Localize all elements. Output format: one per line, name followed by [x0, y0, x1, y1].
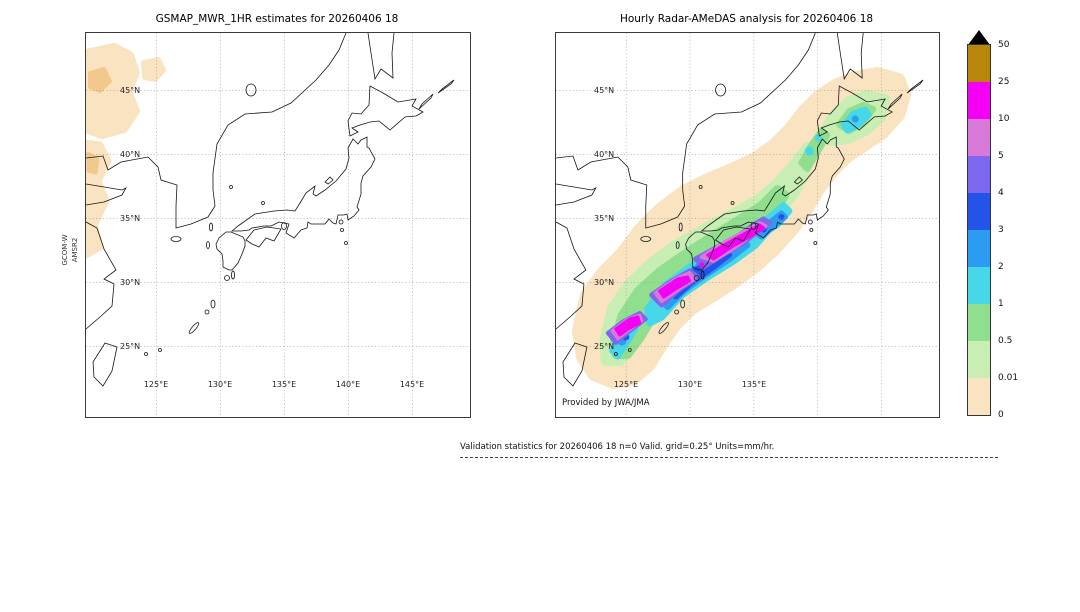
colorbar-cell — [968, 193, 990, 230]
graticule — [86, 33, 470, 417]
right-map-title: Hourly Radar-AMeDAS analysis for 2026040… — [619, 13, 874, 25]
colorbar-tick: 50 — [998, 40, 1010, 50]
colorbar-tick: 25 — [998, 77, 1010, 87]
gsmap-estimates-map: 45°N 40°N 35°N 30°N 25°N 125°E 130°E 135… — [85, 32, 471, 418]
colorbar-cell — [968, 119, 990, 156]
right-map-canvas — [556, 33, 939, 417]
lon-label: 125°E — [143, 380, 169, 389]
lon-label: 130°E — [207, 380, 233, 389]
satellite-label: GCOM-W AMSR2 — [60, 215, 80, 285]
satellite-label-line1: GCOM-W — [61, 234, 69, 266]
lat-label: 25°N — [120, 342, 141, 351]
satellite-label-line2: AMSR2 — [71, 237, 79, 263]
lon-label: 125°E — [613, 380, 639, 389]
colorbar-tick: 5 — [998, 151, 1004, 161]
colorbar-cell — [968, 45, 990, 82]
lat-label: 40°N — [594, 150, 615, 159]
lon-label: 135°E — [271, 380, 297, 389]
colorbar-cell — [968, 341, 990, 378]
colorbar: 50 25 10 5 4 3 2 1 0.5 0.01 0 — [967, 30, 1080, 422]
colorbar-tick: 10 — [998, 114, 1010, 124]
validation-statistics-text: Validation statistics for 20260406 18 n=… — [460, 442, 998, 458]
radar-amedas-map: 45°N 40°N 35°N 30°N 25°N 125°E 130°E 135… — [555, 32, 940, 418]
lat-label: 35°N — [594, 214, 615, 223]
lat-label: 40°N — [120, 150, 141, 159]
colorbar-tick: 0.5 — [998, 336, 1013, 346]
coastline — [86, 33, 455, 387]
data-credit: Provided by JWA/JMA — [562, 398, 650, 408]
lon-label: 130°E — [677, 380, 703, 389]
colorbar-overflow-triangle — [968, 30, 990, 45]
lat-label: 30°N — [120, 278, 141, 287]
left-map-canvas — [86, 33, 470, 417]
lat-label: 30°N — [594, 278, 615, 287]
colorbar-cell — [968, 267, 990, 304]
colorbar-tick: 2 — [998, 262, 1004, 272]
lat-label: 25°N — [594, 342, 615, 351]
lat-label: 35°N — [120, 214, 141, 223]
colorbar-cell — [968, 230, 990, 267]
lat-label: 45°N — [120, 86, 141, 95]
colorbar-tick: 0 — [998, 410, 1004, 420]
colorbar-tick: 3 — [998, 225, 1004, 235]
colorbar-cells — [967, 44, 991, 416]
lat-label: 45°N — [594, 86, 615, 95]
colorbar-cell — [968, 156, 990, 193]
colorbar-tick: 0.01 — [998, 373, 1019, 383]
lon-label: 140°E — [335, 380, 361, 389]
lon-label: 135°E — [741, 380, 767, 389]
colorbar-tick: 4 — [998, 188, 1004, 198]
amsr2-swath-patches — [86, 43, 166, 259]
lon-label: 145°E — [399, 380, 425, 389]
left-map-title: GSMAP_MWR_1HR estimates for 20260406 18 — [155, 13, 399, 25]
colorbar-cell — [968, 378, 990, 415]
colorbar-cell — [968, 304, 990, 341]
colorbar-cell — [968, 82, 990, 119]
colorbar-tick: 1 — [998, 299, 1004, 309]
